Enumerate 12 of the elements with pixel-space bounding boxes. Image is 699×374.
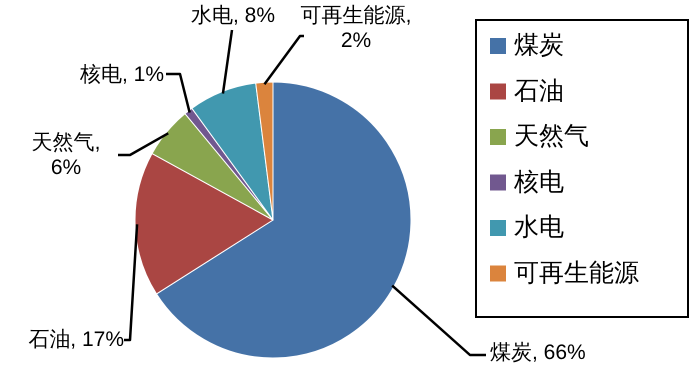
legend-label: 石油	[514, 76, 564, 106]
data-label: 煤炭, 66%	[490, 340, 587, 365]
data-label: 石油, 17%	[27, 327, 124, 352]
legend-label: 可再生能源	[514, 258, 639, 288]
data-label: 可再生能源, 2%	[300, 3, 412, 53]
legend-label: 天然气	[514, 121, 589, 151]
legend-label: 核电	[514, 166, 564, 196]
legend-label: 水电	[514, 212, 564, 242]
data-label: 水电, 8%	[190, 3, 276, 28]
data-label: 天然气, 6%	[30, 130, 102, 180]
legend-label: 煤炭	[514, 30, 564, 60]
data-label: 核电, 1%	[78, 62, 164, 87]
